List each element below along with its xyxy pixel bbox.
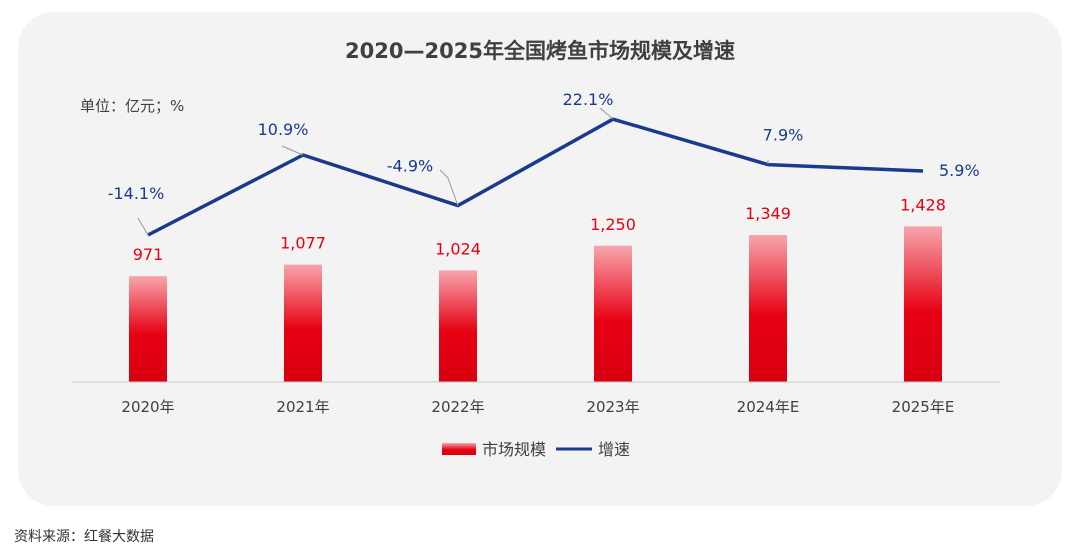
leader-line: [439, 169, 459, 207]
legend: 市场规模 增速: [442, 440, 630, 459]
bar: [439, 270, 477, 382]
bar: [284, 264, 322, 382]
growth-value-label: -14.1%: [108, 184, 165, 203]
legend-bar-label: 市场规模: [482, 440, 546, 459]
x-tick-label: 2021年: [276, 398, 329, 416]
legend-bar-swatch: [442, 443, 476, 455]
chart-title: 2020—2025年全国烤鱼市场规模及增速: [345, 39, 735, 63]
bar-value-label: 971: [133, 245, 164, 264]
growth-value-label: 7.9%: [763, 126, 804, 145]
bar: [594, 245, 632, 382]
leader-line: [137, 217, 149, 236]
bar-value-label: 1,024: [435, 239, 481, 258]
x-tick-label: 2022年: [431, 398, 484, 416]
growth-value-label: -4.9%: [387, 157, 433, 176]
source-note: 资料来源：红餐大数据: [14, 529, 154, 545]
chart-card: [18, 12, 1062, 506]
legend-line-label: 增速: [598, 440, 630, 459]
leader-line: [599, 107, 614, 120]
x-tick-label: 2020年: [121, 398, 174, 416]
x-tick-label: 2023年: [586, 398, 639, 416]
growth-line: [147, 117, 924, 237]
growth-value-label: 22.1%: [563, 90, 614, 109]
bar: [904, 226, 942, 382]
x-tick-label: 2024年E: [737, 398, 800, 416]
bar-value-label: 1,250: [590, 215, 636, 234]
x-tick-label: 2025年E: [892, 398, 955, 416]
leader-line: [281, 145, 304, 156]
unit-label: 单位：亿元；%: [80, 97, 184, 115]
growth-value-label: 5.9%: [939, 161, 980, 180]
growth-value-label: 10.9%: [258, 120, 309, 139]
bar: [749, 234, 787, 382]
bar-value-label: 1,349: [745, 204, 791, 223]
bar: [129, 276, 167, 382]
bar-value-label: 1,077: [280, 234, 326, 253]
bar-value-label: 1,428: [900, 195, 946, 214]
